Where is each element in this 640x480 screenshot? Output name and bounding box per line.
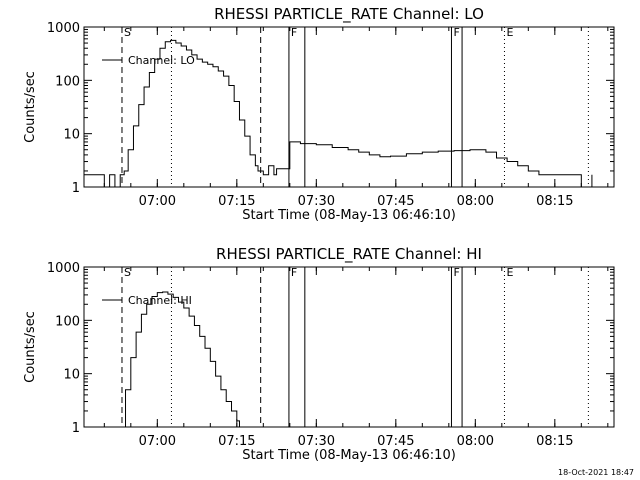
- chart2-event-marker-label: F: [291, 266, 297, 279]
- chart2-x-tick-label: 08:00: [457, 434, 494, 449]
- chart1-x-tick-label: 07:15: [218, 194, 255, 209]
- chart1-event-marker-label: F: [453, 26, 459, 39]
- chart1-y-axis-label: Counts/sec: [23, 71, 38, 143]
- chart2-y-tick-label: 10: [63, 368, 80, 383]
- chart2-x-tick-label: 07:00: [139, 434, 176, 449]
- chart1-x-tick-label: 07:00: [139, 194, 176, 209]
- chart1-event-marker-label: F: [291, 26, 297, 39]
- chart2-x-tick-label: 07:15: [218, 434, 255, 449]
- chart2-legend-label: Channel: HI: [128, 294, 192, 307]
- footer-timestamp: 18-Oct-2021 18:47: [558, 468, 634, 477]
- chart2-y-tick-label: 1000: [47, 261, 80, 276]
- chart2-title: RHESSI PARTICLE_RATE Channel: HI: [216, 245, 482, 264]
- chart2-event-marker-label: F: [453, 266, 459, 279]
- chart2-x-axis-label: Start Time (08-May-13 06:46:10): [242, 448, 456, 463]
- chart1-x-tick-label: 07:30: [298, 194, 335, 209]
- chart1-event-marker-label: E: [506, 26, 513, 39]
- chart1-data-series-line: [84, 39, 593, 187]
- chart2-plot-frame: [83, 266, 615, 428]
- chart1-x-axis-label: Start Time (08-May-13 06:46:10): [242, 208, 456, 223]
- chart2-x-tick-label: 07:45: [377, 434, 414, 449]
- chart2-data-series-line: [122, 291, 240, 427]
- chart1-x-tick-label: 07:45: [377, 194, 414, 209]
- chart1-y-tick-label: 1000: [47, 21, 80, 36]
- chart1-title: RHESSI PARTICLE_RATE Channel: LO: [214, 5, 484, 24]
- chart2-y-tick-label: 100: [55, 314, 80, 329]
- chart1-x-tick-label: 08:00: [457, 194, 494, 209]
- chart1-plot-frame: [83, 26, 615, 188]
- chart1-y-tick-label: 10: [63, 128, 80, 143]
- chart1-y-tick-label: 100: [55, 74, 80, 89]
- chart2-y-tick-label: 1: [72, 421, 80, 436]
- chart2-x-tick-label: 08:15: [536, 434, 573, 449]
- chart1-event-marker-label: S: [124, 26, 131, 39]
- chart2-x-tick-label: 07:30: [298, 434, 335, 449]
- chart1-y-tick-label: 1: [72, 181, 80, 196]
- chart2-y-axis-label: Counts/sec: [23, 311, 38, 383]
- chart2-event-marker-label: S: [124, 266, 131, 279]
- chart2-event-marker-label: E: [506, 266, 513, 279]
- chart1-legend-label: Channel: LO: [128, 54, 195, 67]
- chart1-x-tick-label: 08:15: [536, 194, 573, 209]
